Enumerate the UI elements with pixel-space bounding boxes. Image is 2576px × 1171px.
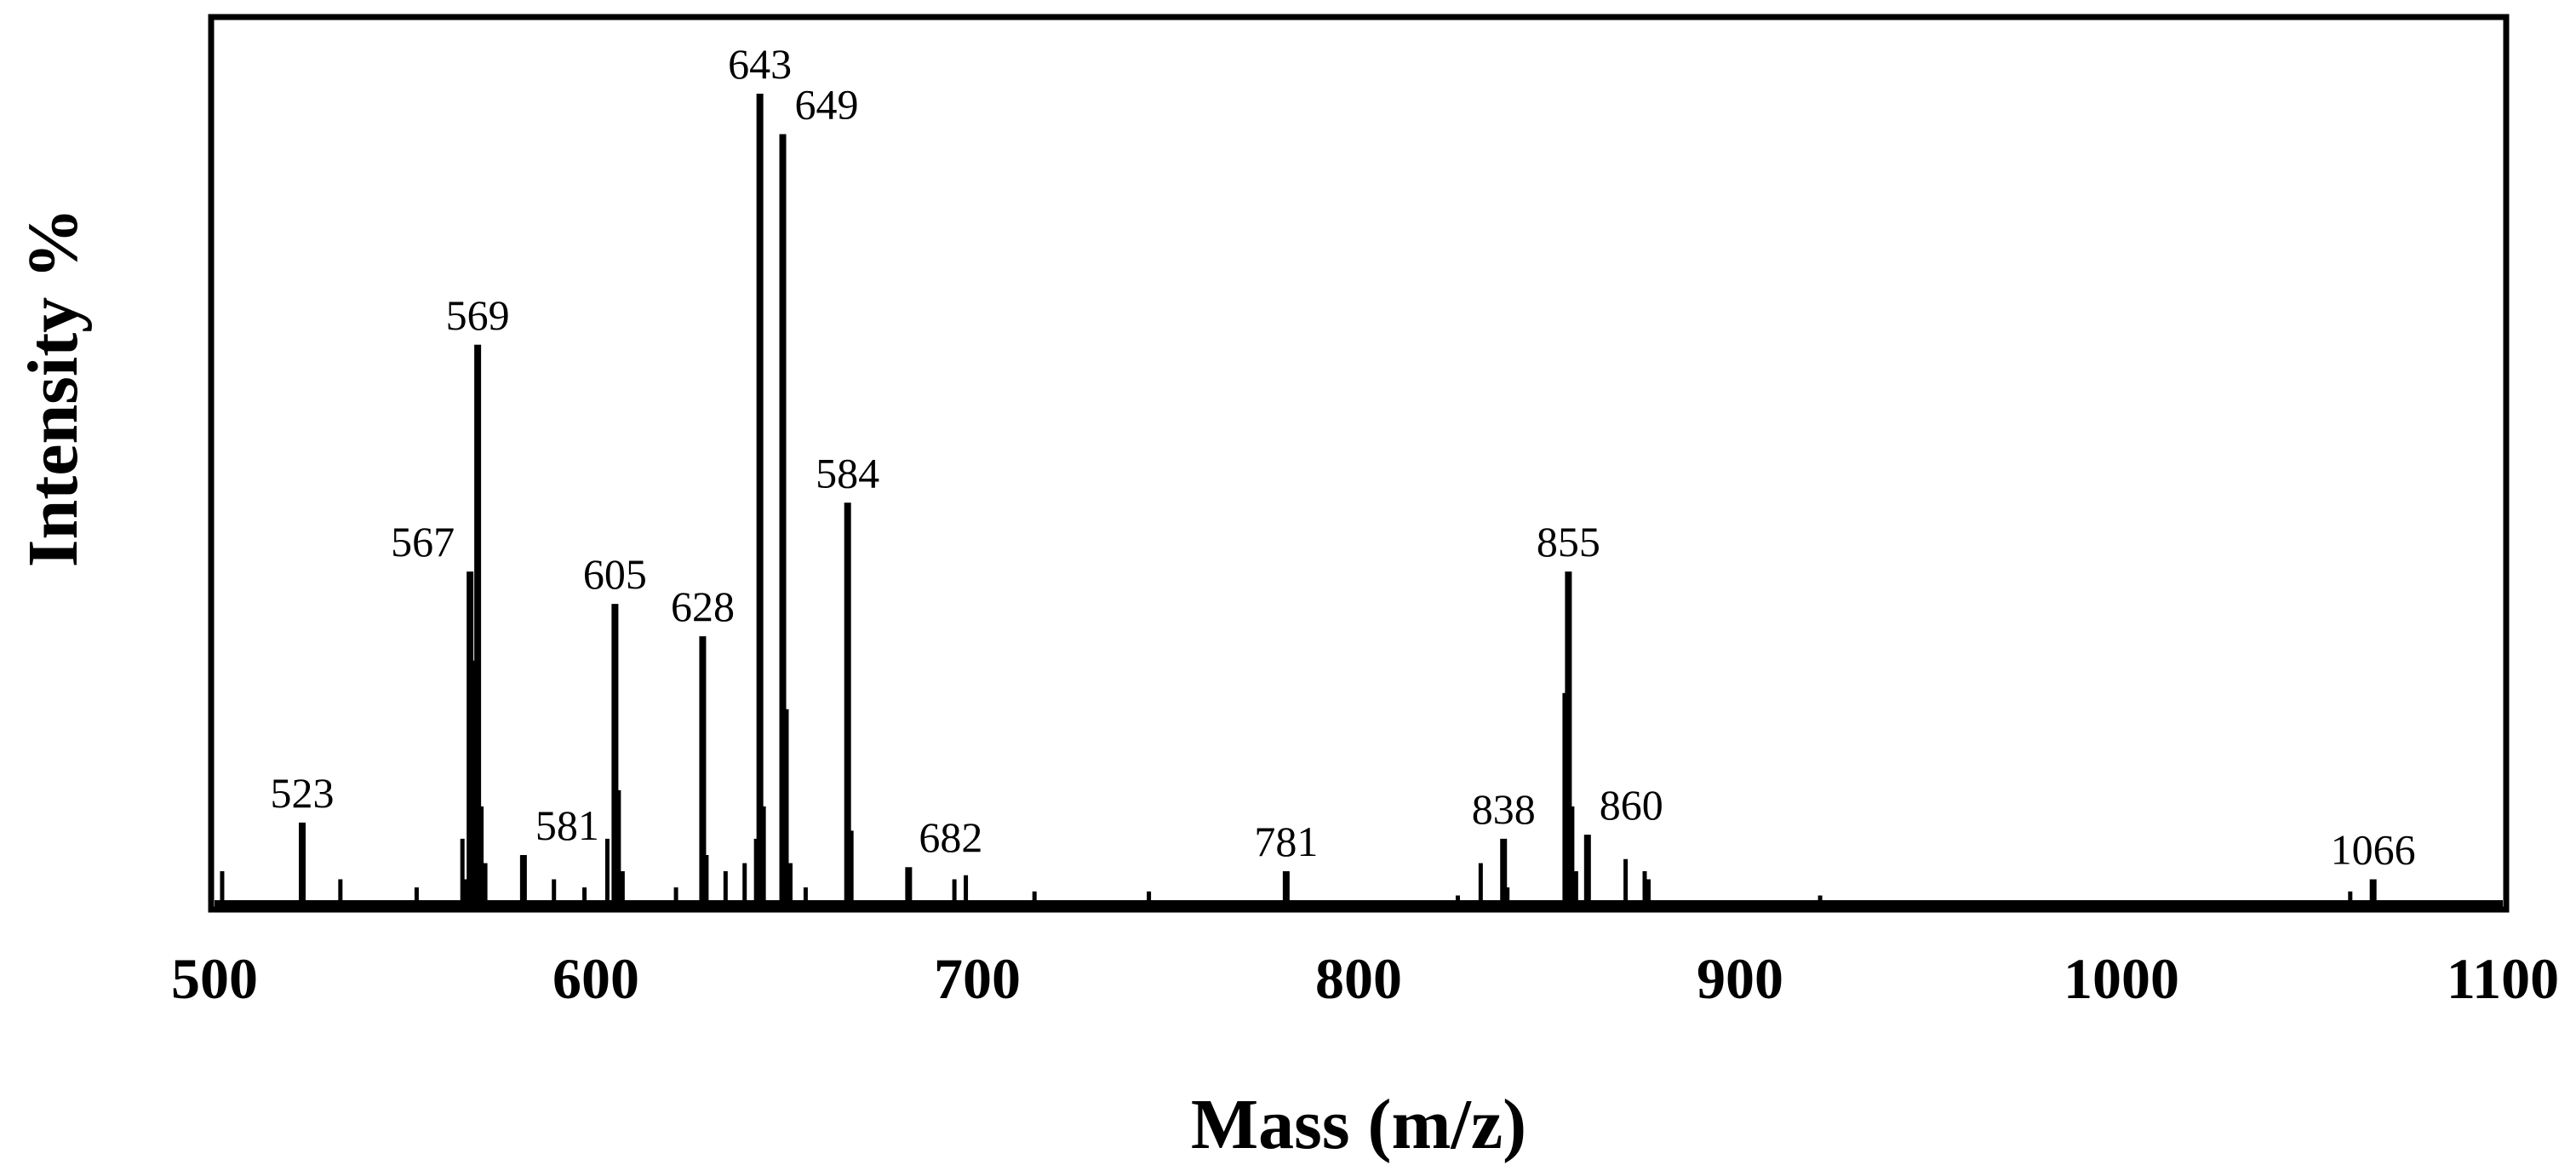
- x-tick-label: 1100: [2447, 946, 2559, 1011]
- peak-label-838: 838: [1472, 785, 1536, 833]
- x-tick-label: 500: [171, 946, 258, 1011]
- y-axis-title: Intensity %: [14, 208, 93, 567]
- x-tick-label: 700: [934, 946, 1021, 1011]
- peak-label-682: 682: [919, 813, 982, 861]
- peak-label-860: 860: [1600, 781, 1663, 829]
- peak-label-581: 581: [535, 801, 599, 849]
- peak-label-569: 569: [446, 291, 510, 339]
- x-tick-label: 800: [1315, 946, 1402, 1011]
- peak-label-855: 855: [1537, 518, 1600, 565]
- x-tick-label: 600: [552, 946, 639, 1011]
- x-tick-label: 1000: [2064, 946, 2179, 1011]
- peak-label-628: 628: [671, 583, 735, 630]
- x-axis-title: Mass (m/z): [1191, 1085, 1526, 1164]
- peak-label-584: 584: [816, 449, 879, 497]
- x-tick-label: 900: [1697, 946, 1783, 1011]
- peak-label-781: 781: [1254, 818, 1318, 865]
- peak-label-649: 649: [795, 81, 859, 129]
- minor-peaks: [220, 660, 2353, 904]
- peak-label-605: 605: [583, 550, 647, 598]
- peak-label-523: 523: [271, 769, 335, 817]
- plot-frame: [208, 14, 2510, 913]
- labeled-peaks: [299, 94, 2377, 904]
- peak-label-643: 643: [728, 40, 792, 88]
- x-axis-ticks: 500 600 700 800 900 1000 1100: [171, 946, 2559, 1011]
- peak-label-567: 567: [391, 518, 455, 565]
- peak-label-1066: 1066: [2331, 825, 2416, 873]
